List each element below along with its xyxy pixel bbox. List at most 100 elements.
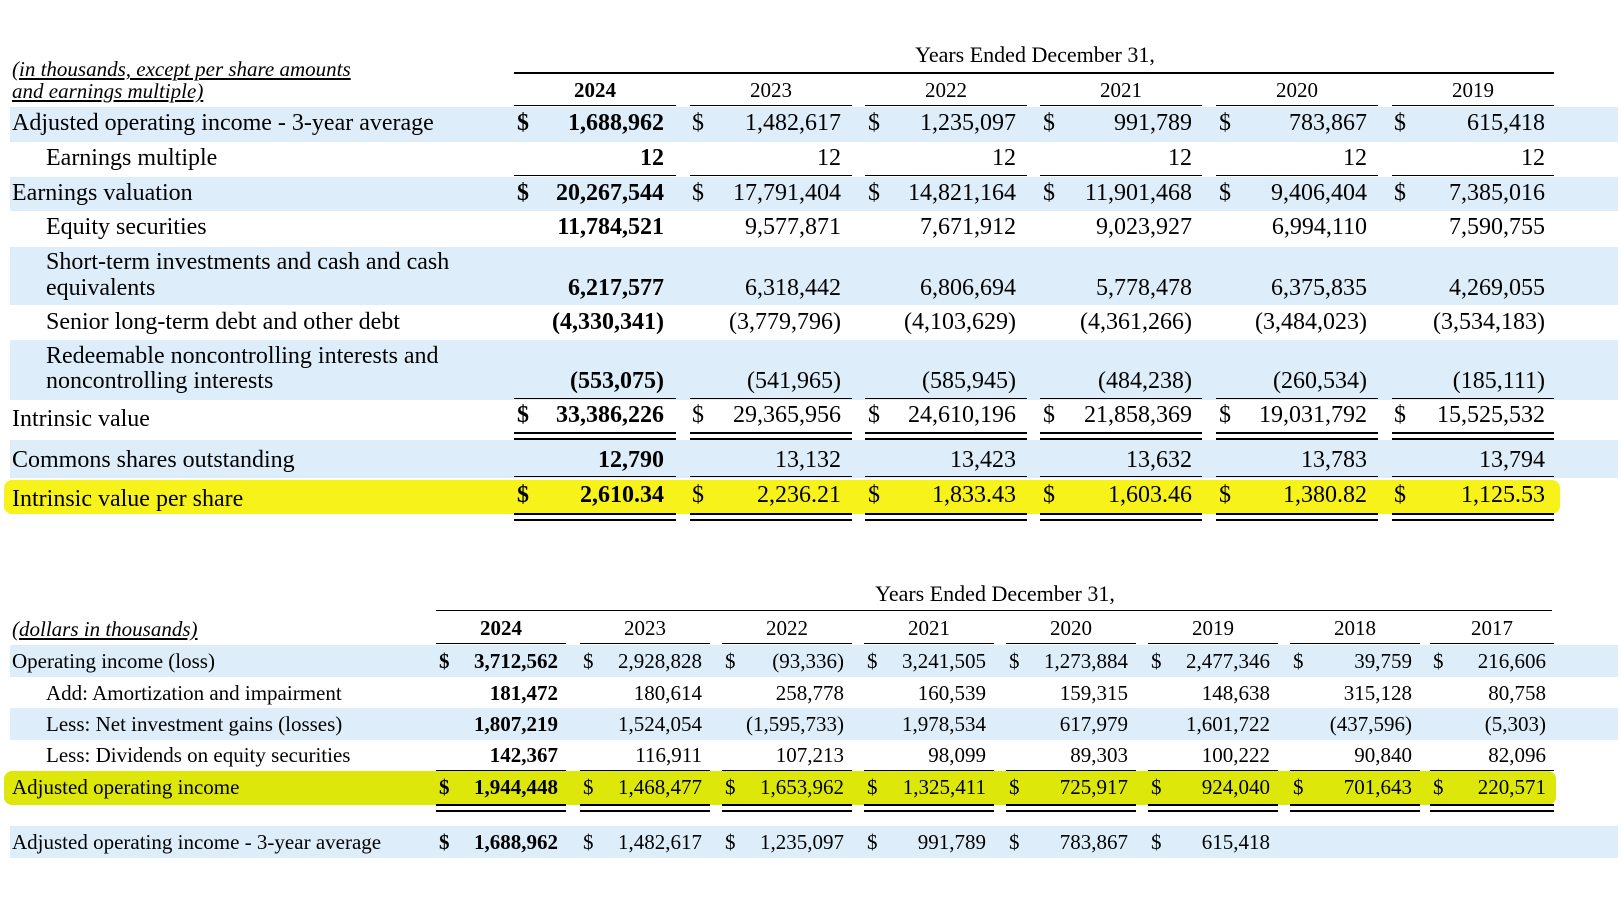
currency-sign: $: [692, 402, 704, 428]
year-header-2022: 2022: [766, 616, 808, 640]
value-cell: 7,590,755: [1449, 214, 1545, 240]
value-cell: 701,643: [1343, 775, 1412, 799]
value-cell: (541,965): [747, 368, 841, 394]
value-cell: 1,688,962: [474, 830, 558, 854]
value-cell: 12: [1343, 145, 1367, 171]
currency-sign: $: [1009, 649, 1020, 673]
value-cell: (4,361,266): [1080, 309, 1192, 335]
value-cell: (93,336): [772, 649, 844, 673]
subtotal-rule: [1392, 398, 1554, 399]
value-cell: 991,789: [917, 830, 986, 854]
currency-sign: $: [868, 482, 880, 508]
total-double-rule: [865, 513, 1027, 521]
year-header-2018: 2018: [1334, 616, 1376, 640]
value-cell: 1,482,617: [618, 830, 702, 854]
value-cell: 82,096: [1488, 743, 1546, 767]
subtotal-rule: [865, 175, 1027, 176]
value-cell: 9,023,927: [1096, 214, 1192, 240]
subtotal-rule: [865, 398, 1027, 399]
subtotal-rule: [1040, 398, 1202, 399]
value-cell: 6,375,835: [1271, 275, 1367, 301]
value-cell: 1,380.82: [1283, 482, 1367, 508]
value-cell: 615,418: [1467, 110, 1545, 136]
total-double-rule: [690, 513, 852, 521]
value-cell: 13,794: [1479, 447, 1545, 473]
subtotal-rule: [690, 476, 852, 477]
total-double-rule: [1290, 804, 1420, 812]
value-cell: 1,235,097: [920, 110, 1016, 136]
currency-sign: $: [1043, 482, 1055, 508]
currency-sign: $: [867, 775, 878, 799]
total-double-rule: [1040, 432, 1202, 440]
value-cell: (484,238): [1098, 368, 1192, 394]
total-double-rule: [722, 804, 852, 812]
header-underline: [514, 105, 676, 106]
header-underline: [722, 643, 852, 644]
table1-title: Years Ended December 31,: [915, 42, 1155, 67]
header-underline: [580, 643, 710, 644]
subtotal-rule: [1216, 175, 1378, 176]
subtotal-rule: [1290, 770, 1420, 771]
currency-sign: $: [1151, 830, 1162, 854]
currency-sign: $: [1394, 110, 1406, 136]
value-cell: 100,222: [1201, 743, 1270, 767]
year-header-2021: 2021: [908, 616, 950, 640]
currency-sign: $: [1293, 775, 1304, 799]
table2-title: Years Ended December 31,: [875, 581, 1115, 606]
subtotal-rule: [690, 175, 852, 176]
subtotal-rule: [1006, 770, 1136, 771]
value-cell: 1,601,722: [1186, 712, 1270, 736]
currency-sign: $: [692, 110, 704, 136]
total-double-rule: [1148, 804, 1278, 812]
year-header-2017: 2017: [1471, 616, 1513, 640]
value-cell: 89,303: [1070, 743, 1128, 767]
year-header-2023: 2023: [624, 616, 666, 640]
value-cell: 6,217,577: [568, 275, 664, 301]
value-cell: 1,807,219: [474, 712, 558, 736]
value-cell: 15,525,532: [1437, 402, 1545, 428]
value-cell: (437,596): [1329, 712, 1412, 736]
total-double-rule: [1392, 513, 1554, 521]
table1-note-line2: and earnings multiple): [12, 79, 204, 103]
subtotal-rule: [1392, 175, 1554, 176]
currency-sign: $: [867, 649, 878, 673]
row-label: Less: Net investment gains (losses): [46, 712, 343, 736]
year-header-2020: 2020: [1276, 78, 1318, 102]
value-cell: 33,386,226: [556, 402, 664, 428]
total-double-rule: [1006, 804, 1136, 812]
value-cell: 5,778,478: [1096, 275, 1192, 301]
value-cell: 1,235,097: [760, 830, 844, 854]
currency-sign: $: [1394, 180, 1406, 206]
currency-sign: $: [725, 649, 736, 673]
header-underline: [436, 643, 566, 644]
header-underline: [864, 643, 994, 644]
year-header-2023: 2023: [750, 78, 792, 102]
value-cell: (185,111): [1452, 368, 1545, 394]
row-label: Short-term investments and cash and cash: [46, 249, 450, 275]
value-cell: 615,418: [1201, 830, 1270, 854]
row-label: Commons shares outstanding: [12, 447, 295, 473]
value-cell: 13,783: [1301, 447, 1367, 473]
year-header-2020: 2020: [1050, 616, 1092, 640]
value-cell: (3,484,023): [1255, 309, 1367, 335]
value-cell: 12: [817, 145, 841, 171]
subtotal-rule: [864, 770, 994, 771]
value-cell: 725,917: [1059, 775, 1128, 799]
row-band: [10, 440, 1618, 478]
value-cell: 14,821,164: [908, 180, 1016, 206]
header-underline: [1392, 105, 1554, 106]
value-cell: 2,236.21: [757, 482, 841, 508]
subtotal-rule: [1216, 398, 1378, 399]
title-rule: [436, 610, 1552, 611]
subtotal-rule: [1040, 175, 1202, 176]
value-cell: 2,477,346: [1186, 649, 1270, 673]
total-double-rule: [1392, 432, 1554, 440]
currency-sign: $: [1433, 649, 1444, 673]
currency-sign: $: [1043, 402, 1055, 428]
year-header-2019: 2019: [1192, 616, 1234, 640]
value-cell: 9,406,404: [1271, 180, 1367, 206]
row-label: Less: Dividends on equity securities: [46, 743, 351, 767]
value-cell: 216,606: [1477, 649, 1546, 673]
value-cell: 12: [1521, 145, 1545, 171]
value-cell: 12: [1168, 145, 1192, 171]
